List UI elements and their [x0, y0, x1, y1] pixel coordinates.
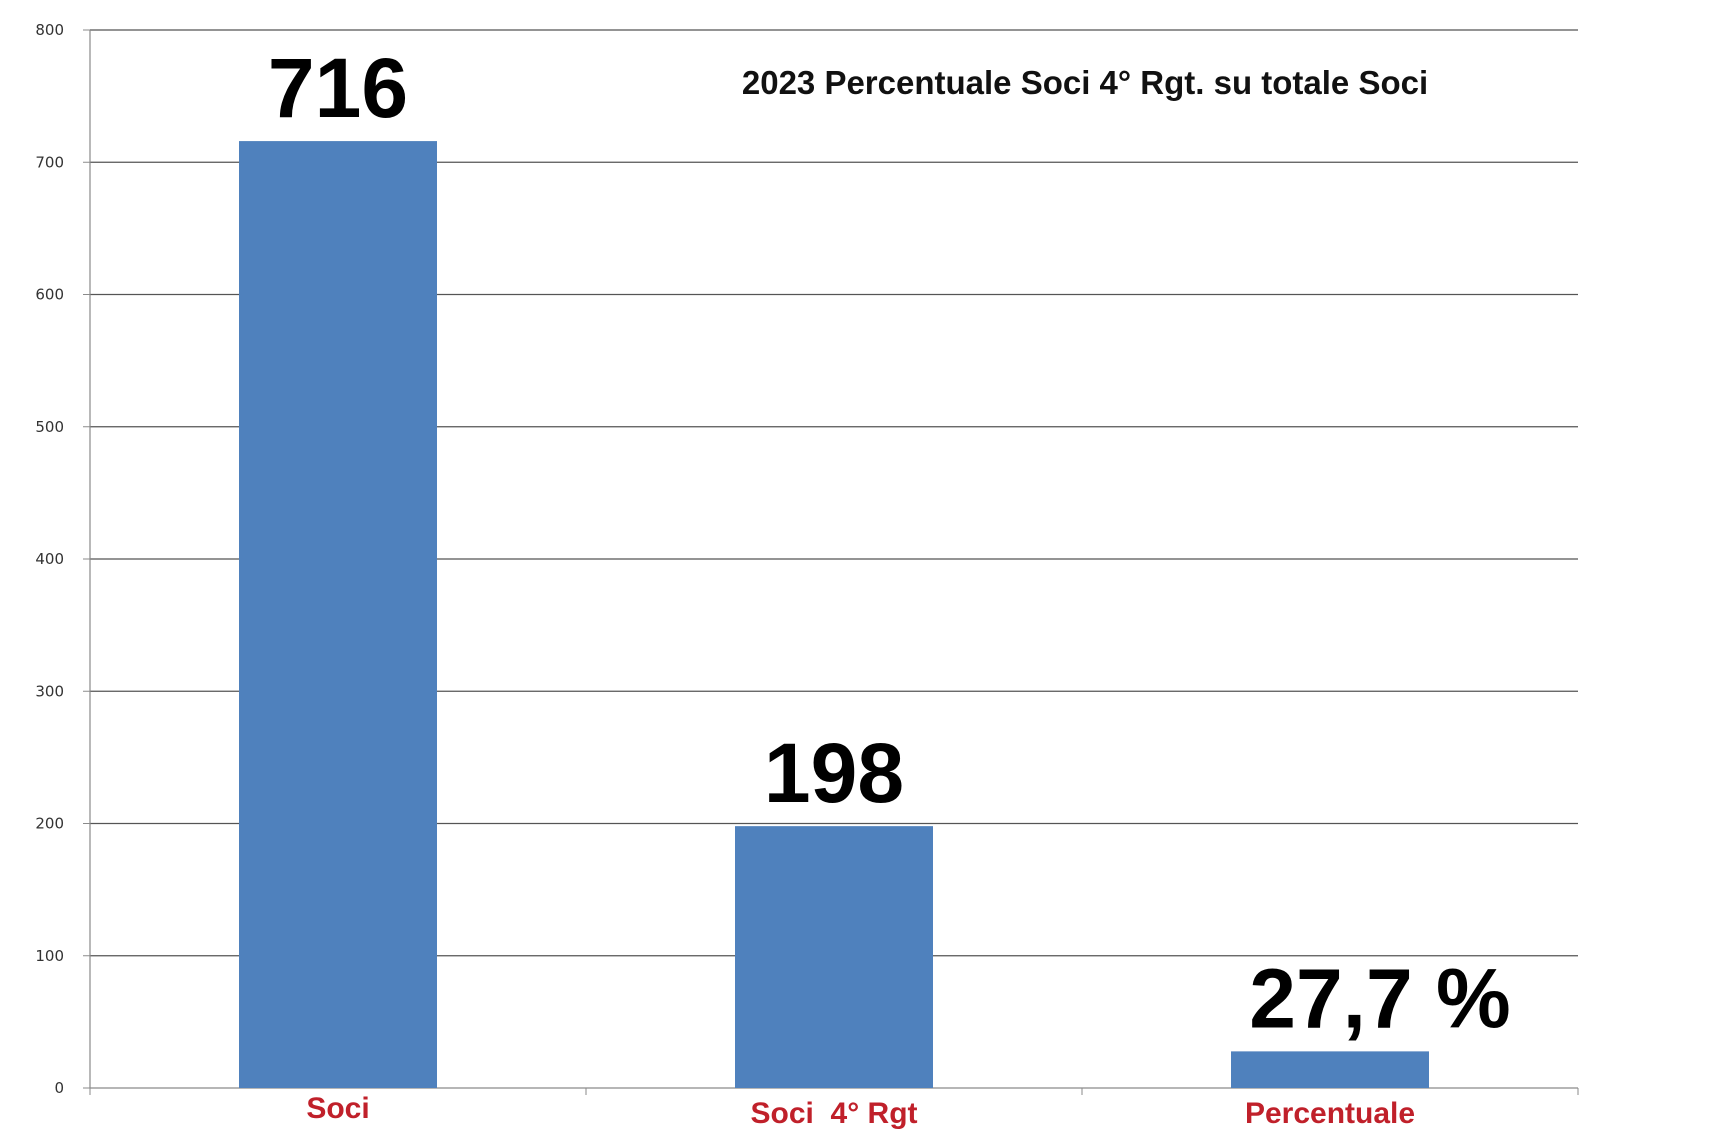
x-tick-label: Soci [306, 1092, 369, 1125]
y-tick-label: 100 [35, 947, 64, 965]
y-tick-label: 800 [35, 21, 64, 39]
chart-title: 2023 Percentuale Soci 4° Rgt. su totale … [742, 64, 1428, 101]
y-tick-label: 0 [54, 1079, 64, 1097]
bar [735, 826, 933, 1088]
bar [239, 141, 437, 1089]
x-tick-label: Percentuale [1245, 1097, 1415, 1130]
y-tick-label: 400 [35, 550, 64, 568]
x-tick-label: Soci 4° Rgt [750, 1097, 917, 1130]
labels: 716 Soci 198 Soci 4° Rgt 27,7 % Percentuale [268, 41, 1511, 1130]
data-label: 716 [268, 41, 408, 135]
data-label: 198 [764, 726, 904, 820]
y-tick-label: 600 [35, 286, 64, 304]
y-tick-label: 200 [35, 815, 64, 833]
y-tick-label: 700 [35, 153, 64, 171]
y-tick-label: 300 [35, 682, 64, 700]
data-label: 27,7 % [1249, 951, 1511, 1045]
bar [1231, 1051, 1429, 1088]
y-tick-label: 500 [35, 418, 64, 436]
bars [239, 141, 1429, 1089]
